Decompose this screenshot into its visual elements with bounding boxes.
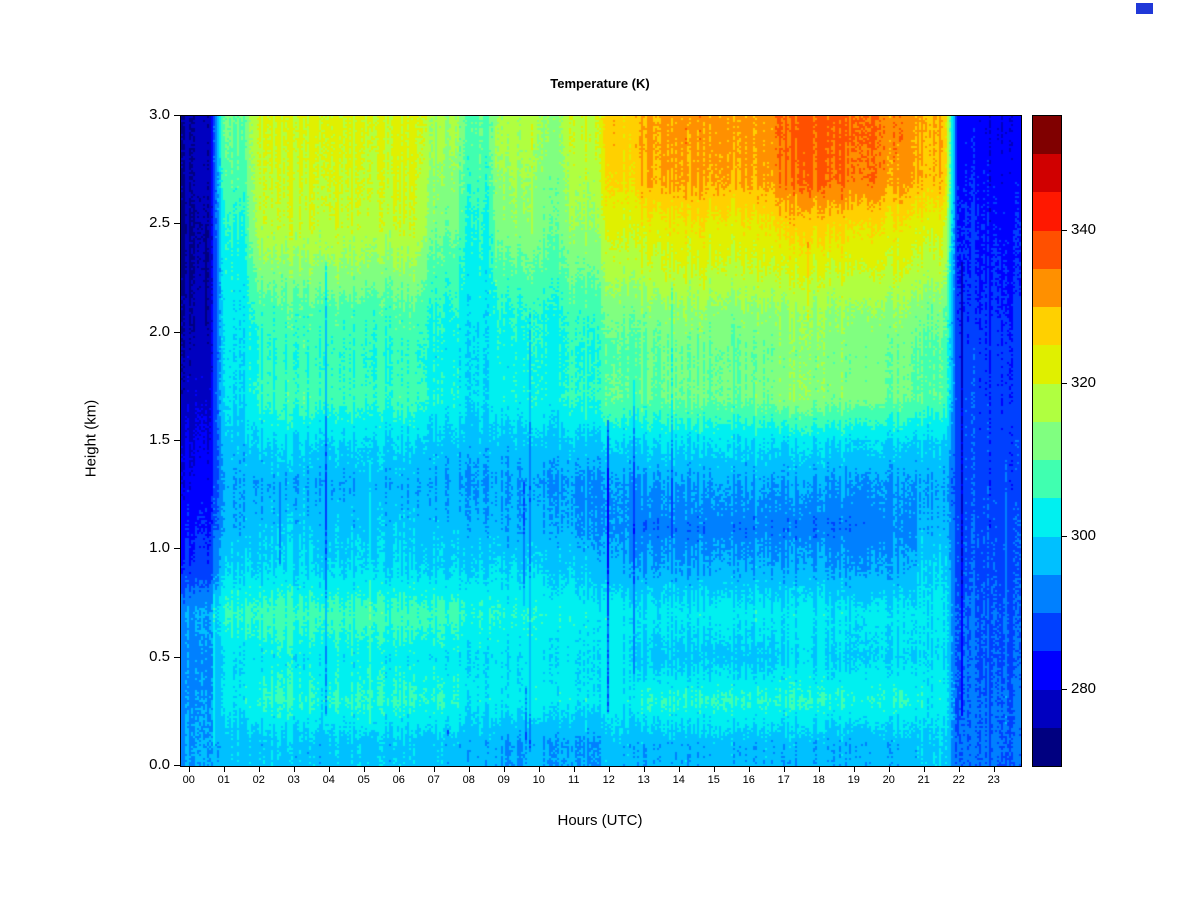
x-tick-mark xyxy=(573,766,575,772)
colorbar-block xyxy=(1033,383,1061,422)
colorbar-tick-label: 340 xyxy=(1071,220,1097,238)
x-tick-mark xyxy=(433,766,435,772)
x-tick-mark xyxy=(713,766,715,772)
colorbar-block xyxy=(1033,345,1061,384)
x-tick-label: 09 xyxy=(497,774,510,786)
x-tick-label: 05 xyxy=(357,774,370,786)
x-tick-label: 02 xyxy=(252,774,265,786)
x-tick-mark xyxy=(188,766,190,772)
x-tick-label: 23 xyxy=(987,774,1000,786)
colorbar-block xyxy=(1033,192,1061,231)
colorbar-block xyxy=(1033,727,1061,766)
x-tick-label: 01 xyxy=(217,774,230,786)
y-tick-mark xyxy=(174,440,181,441)
x-tick-mark xyxy=(818,766,820,772)
x-axis-label: Hours (UTC) xyxy=(557,812,643,829)
x-tick-label: 11 xyxy=(568,774,580,786)
x-tick-label: 08 xyxy=(462,774,475,786)
colorbar-tick-mark xyxy=(1061,382,1067,384)
x-tick-label: 14 xyxy=(672,774,685,786)
x-tick-mark xyxy=(328,766,330,772)
colorbar-block xyxy=(1033,268,1061,308)
x-tick-label: 16 xyxy=(742,774,755,786)
x-tick-label: 20 xyxy=(882,774,895,786)
x-tick-mark xyxy=(643,766,645,772)
x-tick-mark xyxy=(888,766,890,772)
colorbar-block xyxy=(1033,689,1061,728)
x-tick-mark xyxy=(258,766,260,772)
colorbar xyxy=(1032,115,1062,767)
y-tick-label: 3.0 xyxy=(149,106,170,123)
x-tick-mark xyxy=(783,766,785,772)
colorbar-tick-label: 300 xyxy=(1071,526,1097,544)
x-tick-mark xyxy=(538,766,540,772)
colorbar-tick-mark xyxy=(1061,229,1067,231)
colorbar-tick-label: 320 xyxy=(1071,373,1097,391)
colorbar-tick-mark xyxy=(1061,535,1067,537)
x-tick-label: 15 xyxy=(707,774,720,786)
x-tick-label: 12 xyxy=(602,774,615,786)
colorbar-ticks: 280 300 320 340 xyxy=(1061,115,1141,765)
y-tick-mark xyxy=(174,765,181,766)
x-tick-label: 17 xyxy=(777,774,790,786)
x-tick-label: 00 xyxy=(182,774,195,786)
y-axis-label: Height (km) xyxy=(82,399,100,478)
x-tick-mark xyxy=(468,766,470,772)
colorbar-block xyxy=(1033,116,1061,155)
x-tick-mark xyxy=(853,766,855,772)
x-tick-mark xyxy=(958,766,960,772)
x-tick-mark xyxy=(223,766,225,772)
x-tick-mark xyxy=(293,766,295,772)
y-tick-label: 1.0 xyxy=(149,539,170,557)
stray-blue-mark xyxy=(1136,3,1153,14)
y-tick-mark xyxy=(174,223,181,225)
colorbar-block xyxy=(1033,536,1061,575)
x-tick-label: 03 xyxy=(287,774,300,786)
colorbar-block xyxy=(1033,230,1061,269)
x-tick-label: 06 xyxy=(392,774,405,786)
x-tick-mark xyxy=(748,766,750,772)
x-tick-label: 10 xyxy=(532,774,545,786)
colorbar-block xyxy=(1033,421,1061,461)
colorbar-tick-mark xyxy=(1061,688,1067,690)
colorbar-tick-label: 280 xyxy=(1071,679,1097,697)
plot-title: Temperature (K) xyxy=(550,76,650,91)
y-tick-mark xyxy=(174,331,181,333)
colorbar-block xyxy=(1033,574,1061,614)
x-tick-mark xyxy=(923,766,925,772)
y-tick-label: 2.0 xyxy=(149,322,170,340)
colorbar-block xyxy=(1033,498,1061,537)
x-tick-mark xyxy=(608,766,610,772)
x-tick-label: 22 xyxy=(952,774,965,786)
x-tick-label: 21 xyxy=(917,774,930,786)
y-tick-label: 0.5 xyxy=(149,647,170,665)
x-tick-label: 07 xyxy=(427,774,440,786)
colorbar-block xyxy=(1033,651,1061,690)
x-tick-mark xyxy=(363,766,365,772)
heatmap-plot-area xyxy=(180,115,1022,767)
x-tick-label: 04 xyxy=(322,774,335,786)
colorbar-block xyxy=(1033,307,1061,346)
y-tick-mark xyxy=(174,115,181,116)
x-tick-label: 13 xyxy=(637,774,650,786)
x-tick-mark xyxy=(503,766,505,772)
y-tick-mark xyxy=(174,548,181,550)
x-axis-ticks: 00 01 02 03 04 05 06 07 08 09 10 11 12 13 14 15 16 17 18 19… xyxy=(180,766,1020,796)
heatmap-canvas xyxy=(181,116,1021,766)
x-tick-mark xyxy=(398,766,400,772)
x-tick-label: 18 xyxy=(812,774,825,786)
colorbar-block xyxy=(1033,460,1061,499)
y-tick-label: 2.5 xyxy=(149,214,170,232)
x-tick-mark xyxy=(993,766,995,772)
colorbar-block xyxy=(1033,154,1061,193)
y-tick-label: 1.5 xyxy=(149,431,170,448)
y-axis-ticks: 0.0 0.5 1.0 1.5 2.0 2.5 3.0 xyxy=(118,106,181,773)
x-tick-mark xyxy=(678,766,680,772)
x-tick-label: 19 xyxy=(847,774,860,786)
y-tick-label: 0.0 xyxy=(149,756,170,773)
colorbar-block xyxy=(1033,613,1061,652)
y-tick-mark xyxy=(174,656,181,658)
